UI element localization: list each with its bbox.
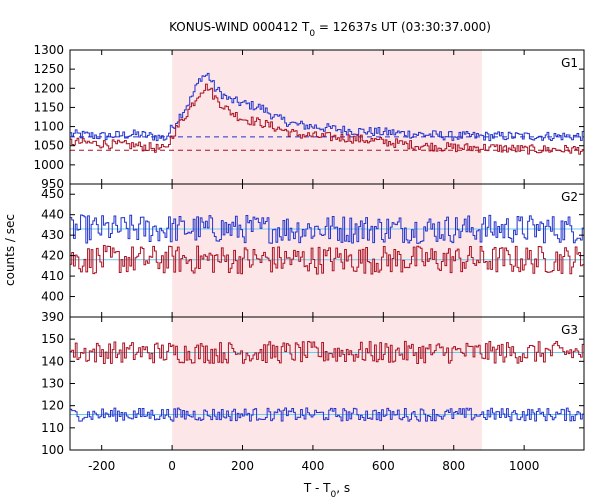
series-line-G2-0 — [70, 214, 585, 244]
panel-label-G1: G1 — [561, 56, 578, 70]
series-line-G1-0 — [70, 72, 585, 142]
y-tick-label: 120 — [41, 399, 64, 413]
y-tick-label: 410 — [41, 269, 64, 283]
y-tick-label: 420 — [41, 249, 64, 263]
y-tick-label: 400 — [41, 290, 64, 304]
y-tick-label: 100 — [41, 443, 64, 457]
x-tick-label: -200 — [88, 459, 115, 473]
y-tick-label: 430 — [41, 228, 64, 242]
y-tick-label: 1300 — [33, 43, 64, 57]
panel-label-G2: G2 — [561, 190, 578, 204]
y-tick-label: 390 — [41, 310, 64, 324]
x-tick-label: 600 — [372, 459, 395, 473]
y-tick-label: 150 — [41, 332, 64, 346]
x-tick-label: 1000 — [509, 459, 540, 473]
y-tick-label: 950 — [41, 177, 64, 191]
panel-label-G3: G3 — [561, 323, 578, 337]
y-tick-label: 130 — [41, 377, 64, 391]
x-tick-label: 800 — [442, 459, 465, 473]
y-tick-label: 1250 — [33, 62, 64, 76]
y-tick-label: 140 — [41, 354, 64, 368]
x-tick-label: 400 — [301, 459, 324, 473]
y-tick-label: 1100 — [33, 120, 64, 134]
y-tick-label: 1050 — [33, 139, 64, 153]
y-axis-label: counts / sec — [3, 214, 17, 286]
y-tick-label: 1200 — [33, 81, 64, 95]
y-tick-label: 440 — [41, 208, 64, 222]
x-tick-label: 0 — [168, 459, 176, 473]
y-tick-label: 450 — [41, 187, 64, 201]
chart-title: KONUS-WIND 000412 T0 = 12637s UT (03:30:… — [169, 20, 491, 39]
x-axis-label: T - T0, s — [303, 481, 350, 500]
series-line-G3-0 — [70, 340, 585, 365]
series-line-G2-1 — [70, 245, 585, 275]
y-tick-label: 1000 — [33, 158, 64, 172]
series-line-G1-1 — [70, 83, 585, 155]
series-line-G3-1 — [70, 407, 585, 422]
x-tick-label: 200 — [231, 459, 254, 473]
y-tick-label: 1150 — [33, 100, 64, 114]
y-tick-label: 110 — [41, 421, 64, 435]
